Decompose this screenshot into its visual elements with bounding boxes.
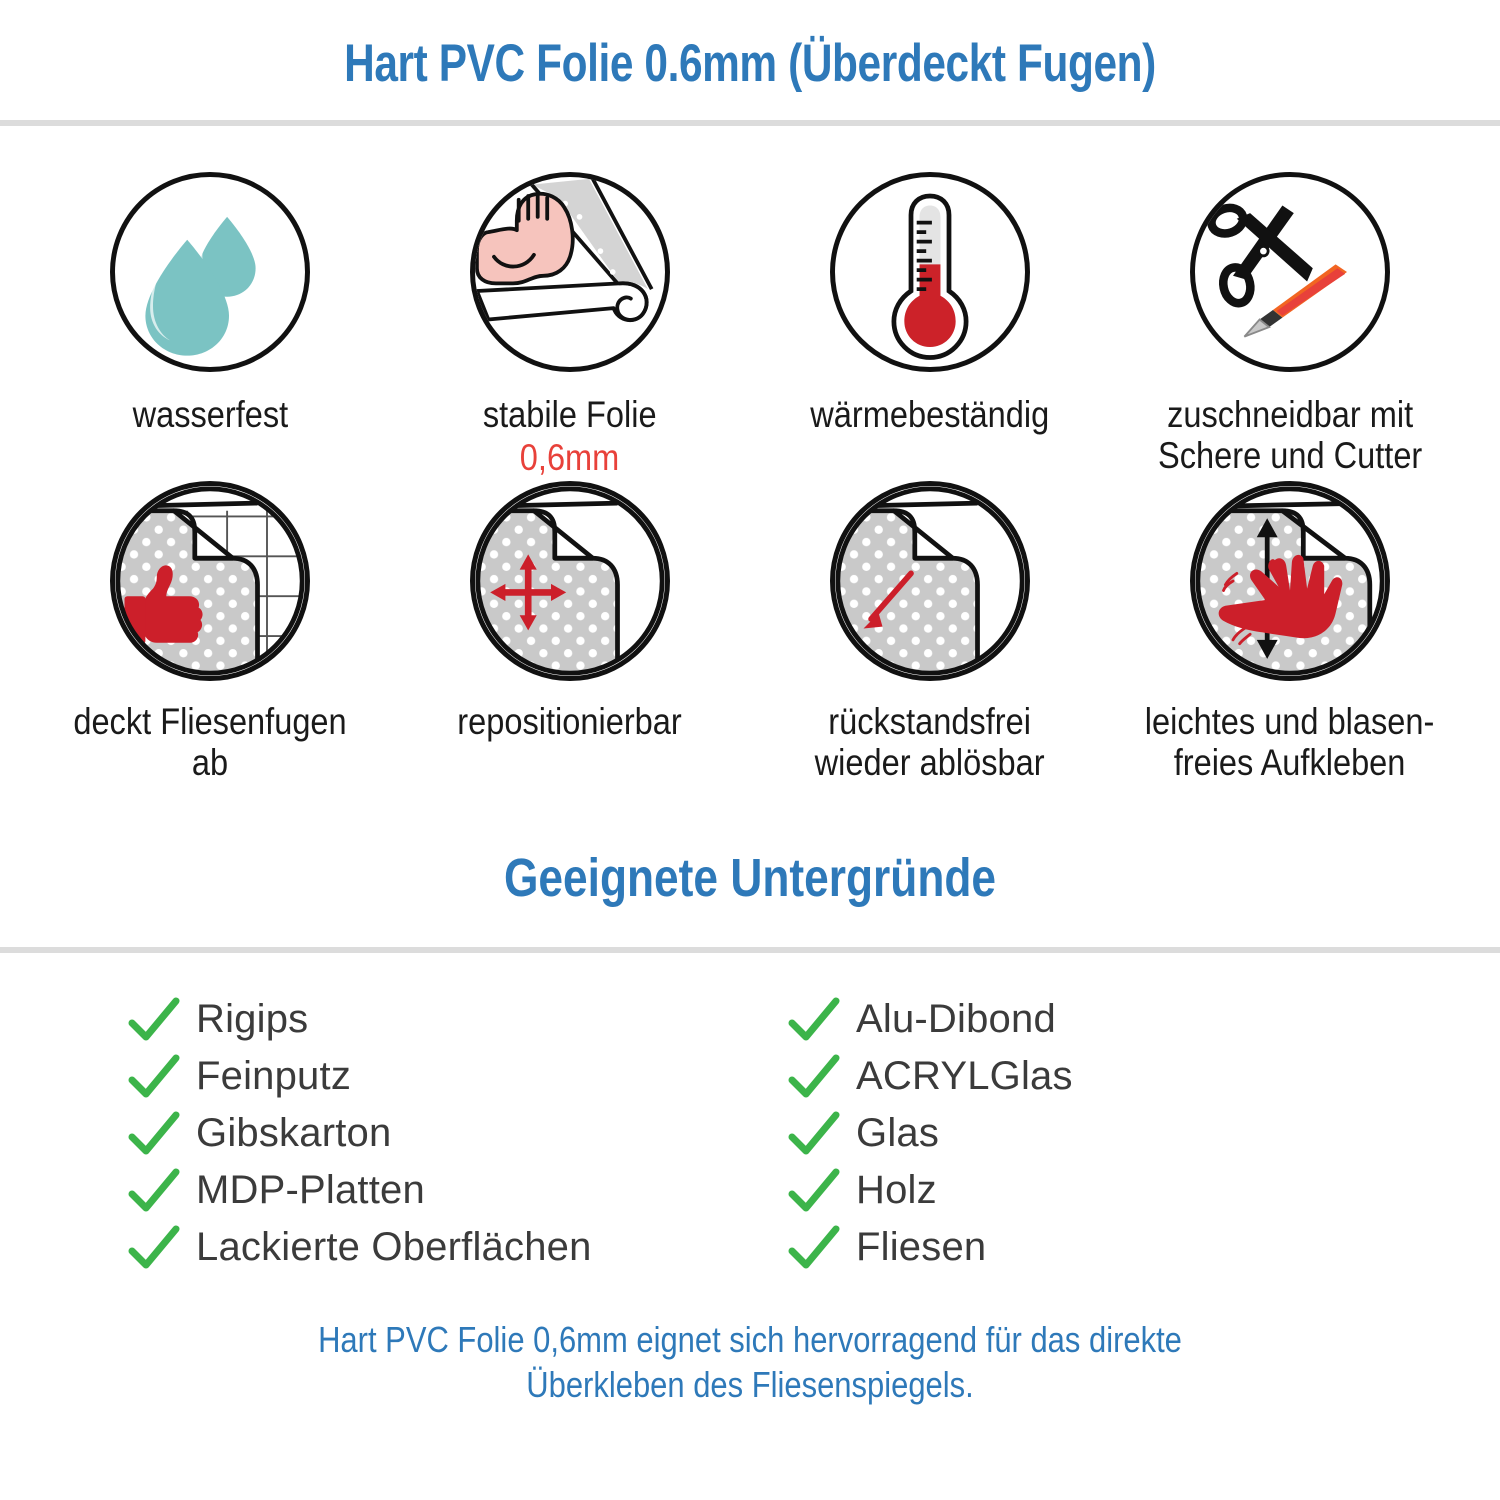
list-item-label: MDP-Platten [196, 1168, 425, 1213]
feature-label: repositionierbar [457, 700, 683, 742]
peel-arrow-film-icon [830, 480, 1030, 681]
feature-label: zuschneidbar mit Schere und Cutter [1157, 393, 1423, 477]
list-item: Rigips [128, 991, 768, 1048]
list-item: Holz [788, 1162, 1073, 1219]
list-item-label: Glas [856, 1111, 940, 1156]
water-drops-icon [110, 171, 310, 372]
list-item-label: Lackierte Oberflächen [196, 1225, 592, 1270]
feature-label: stabile Folie [483, 393, 657, 435]
check-icon [128, 1054, 180, 1098]
feature-label: rückstandsfrei wieder ablösbar [815, 700, 1045, 783]
list-item: Glas [788, 1105, 1073, 1162]
substrates-right-column: Alu-Dibond ACRYLGlas Glas Holz Fliesen [788, 991, 1073, 1276]
feature-deckt-fliesenfugen: deckt Fliesenfugen ab [30, 480, 390, 784]
list-item: Alu-Dibond [788, 991, 1073, 1048]
list-item: Feinputz [128, 1048, 768, 1105]
check-icon [128, 997, 180, 1041]
check-icon [788, 997, 840, 1041]
list-item-label: Alu-Dibond [856, 997, 1056, 1042]
substrates-left-column: Rigips Feinputz Gibskarton MDP-Platten L… [128, 991, 768, 1276]
check-icon [788, 1054, 840, 1098]
check-icon [128, 1225, 180, 1269]
feature-wasserfest: wasserfest [30, 171, 390, 479]
thermometer-icon [830, 171, 1030, 372]
four-way-arrow-film-icon [470, 480, 670, 681]
check-icon [788, 1225, 840, 1269]
feature-repositionierbar: repositionierbar [390, 480, 750, 784]
check-icon [128, 1111, 180, 1155]
check-icon [128, 1168, 180, 1212]
substrates-checklists: Rigips Feinputz Gibskarton MDP-Platten L… [0, 953, 1500, 1276]
feature-label: leichtes und blasen- freies Aufkleben [1145, 700, 1435, 783]
list-item-label: Feinputz [196, 1054, 352, 1099]
feature-label: wasserfest [132, 393, 288, 435]
check-icon [788, 1168, 840, 1212]
feature-label: deckt Fliesenfugen ab [73, 700, 347, 783]
divider-middle [0, 947, 1500, 954]
list-item: ACRYLGlas [788, 1048, 1073, 1105]
list-item-label: ACRYLGlas [856, 1054, 1073, 1099]
feature-stabile-folie: stabile Folie 0,6mm [390, 171, 750, 479]
scissors-cutter-icon [1190, 171, 1390, 372]
check-icon [788, 1111, 840, 1155]
feature-leichtes-aufkleben: leichtes und blasen- freies Aufkleben [1110, 480, 1470, 784]
page-title: Hart PVC Folie 0.6mm (Überdeckt Fugen) [344, 34, 1156, 93]
smoothing-hand-film-icon [1190, 480, 1390, 681]
list-item-label: Fliesen [856, 1225, 987, 1270]
feature-zuschneidbar: zuschneidbar mit Schere und Cutter [1110, 171, 1470, 479]
feature-grid: wasserfest [0, 126, 1500, 784]
footer-note: Hart PVC Folie 0,6mm eignet sich hervorr… [318, 1319, 1182, 1406]
feature-waermebestaendig: wärmebeständig [750, 171, 1110, 479]
list-item-label: Rigips [196, 997, 309, 1042]
list-item-label: Gibskarton [196, 1111, 392, 1156]
list-item: Gibskarton [128, 1105, 768, 1162]
feature-rueckstandsfrei: rückstandsfrei wieder ablösbar [750, 480, 1110, 784]
feature-sublabel: 0,6mm [520, 437, 620, 479]
list-item: MDP-Platten [128, 1162, 768, 1219]
list-item-label: Holz [856, 1168, 937, 1213]
list-item: Fliesen [788, 1219, 1073, 1276]
divider-top [0, 119, 1500, 126]
thumbs-up-tiled-wall-icon [110, 480, 310, 681]
flexing-arm-film-roll-icon [470, 171, 670, 372]
feature-label: wärmebeständig [810, 393, 1050, 435]
list-item: Lackierte Oberflächen [128, 1219, 768, 1276]
substrates-heading: Geeignete Untergründe [503, 848, 997, 909]
